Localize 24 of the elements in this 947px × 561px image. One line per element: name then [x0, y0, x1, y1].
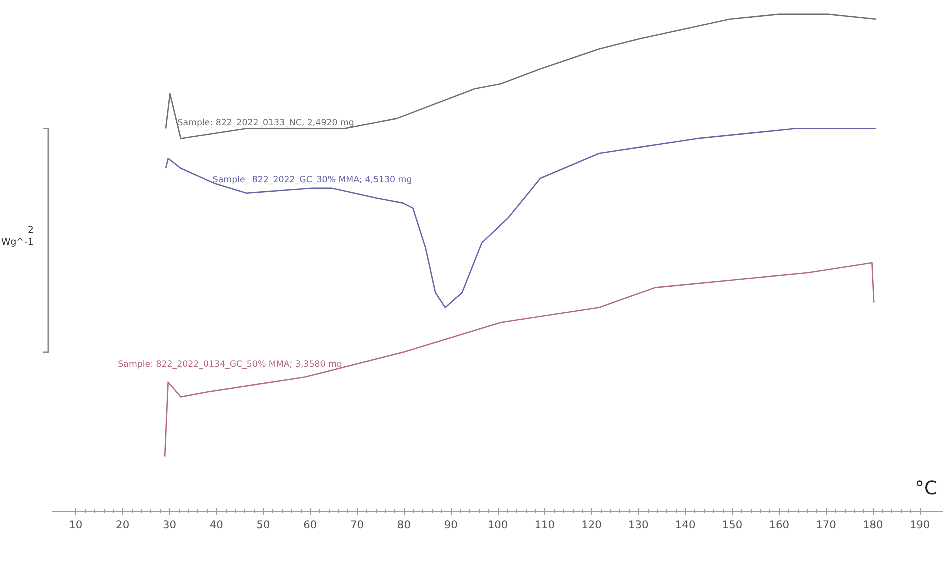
- x-tick-label: 110: [534, 518, 556, 532]
- x-tick-label: 150: [722, 518, 743, 532]
- series-label: Sample: 822_2022_0133_NC, 2,4920 mg: [178, 118, 354, 129]
- x-tick-label: 50: [256, 518, 271, 532]
- x-tick-label: 40: [210, 518, 224, 532]
- series-label: Sample_ 822_2022_GC_30% MMA; 4,5130 mg: [212, 175, 412, 186]
- x-tick-label: 170: [816, 518, 837, 532]
- x-tick-label: 90: [444, 518, 458, 532]
- x-tick-label: 30: [162, 518, 177, 532]
- x-tick-label: 180: [862, 518, 884, 532]
- x-tick-label: 120: [582, 518, 602, 532]
- x-tick-label: 190: [910, 518, 930, 532]
- x-tick-label: 20: [116, 518, 130, 532]
- x-tick-label: 10: [69, 518, 83, 532]
- x-tick-label: 130: [628, 518, 650, 532]
- x-tick-label: 140: [675, 518, 696, 532]
- x-axis-title: °C: [915, 478, 938, 500]
- x-tick-label: 160: [769, 518, 790, 532]
- y-axis-title: Wg^-1: [2, 237, 34, 248]
- x-tick-label: 80: [397, 518, 412, 532]
- x-tick-label: 70: [350, 518, 364, 532]
- text: 2: [28, 225, 34, 236]
- x-tick-label: 60: [304, 518, 318, 532]
- x-tick-label: 100: [488, 518, 508, 532]
